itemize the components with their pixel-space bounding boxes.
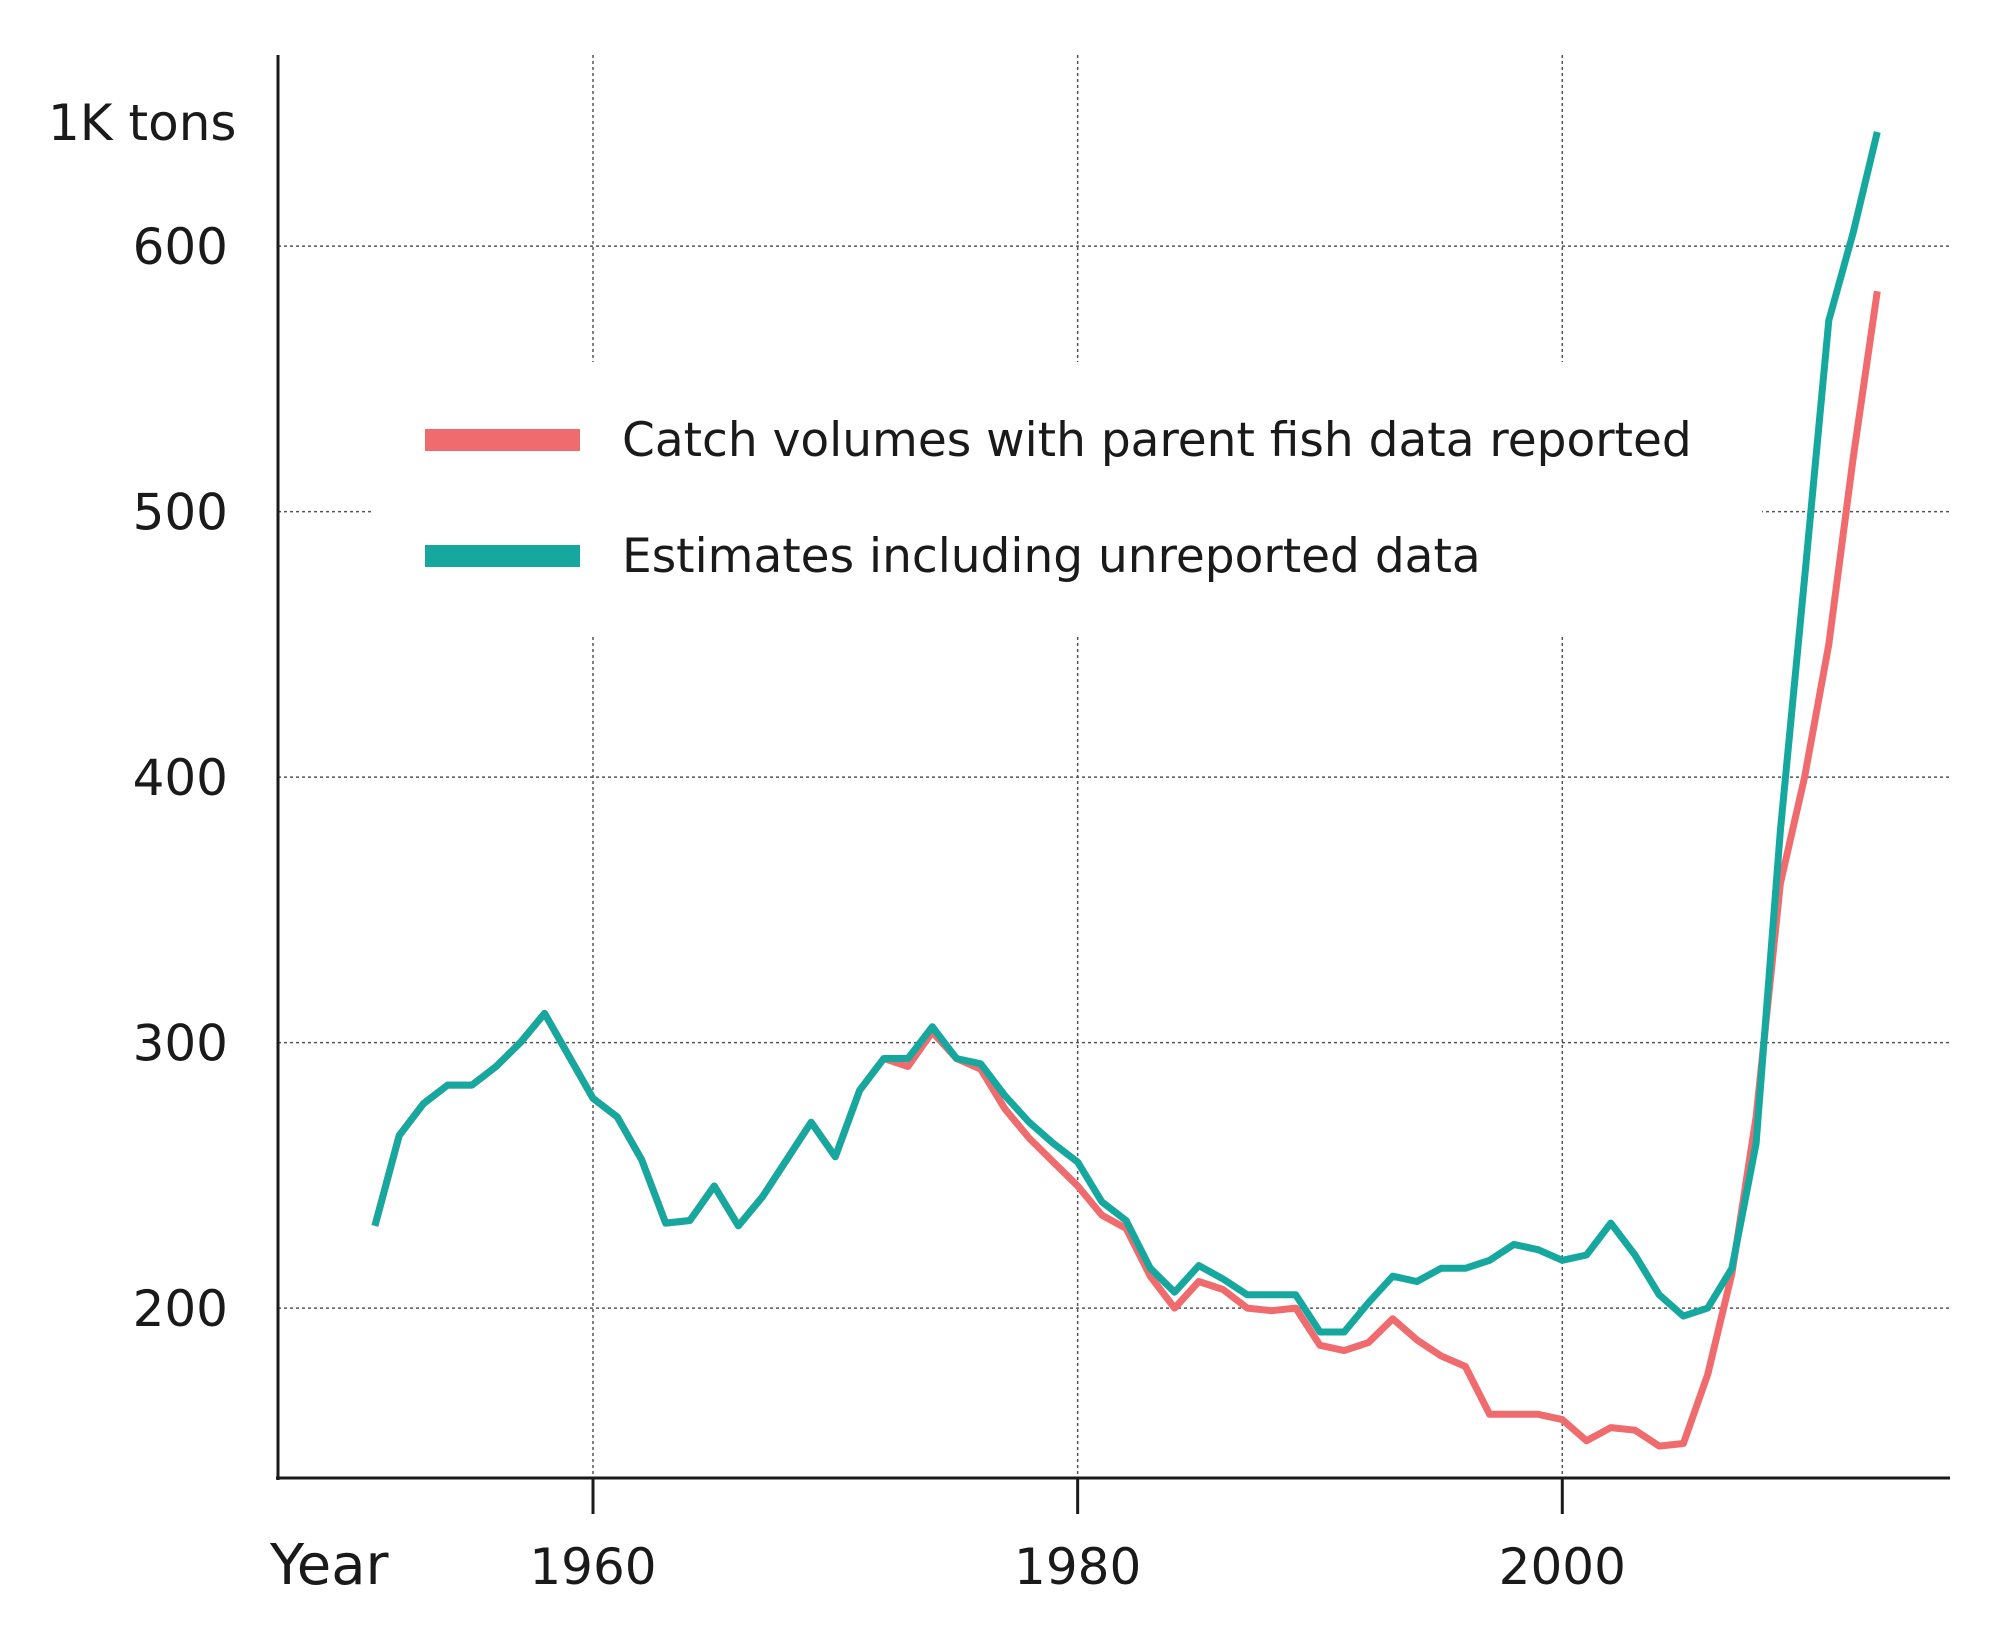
legend-label-reported: Catch volumes with parent fish data repo… (622, 413, 1692, 468)
y-tick-label-500: 500 (133, 484, 228, 542)
x-axis-title: Year (269, 1533, 390, 1598)
x-tick-labels: 1960 1980 2000 (529, 1538, 1626, 1596)
y-tick-label-200: 200 (133, 1280, 228, 1338)
legend: Catch volumes with parent fish data repo… (372, 362, 1762, 634)
y-axis-unit-label: 1K tons (48, 94, 236, 152)
y-tick-label-600: 600 (133, 218, 228, 276)
grid-lines (278, 55, 1950, 1478)
legend-label-estimates: Estimates including unreported data (622, 529, 1481, 584)
series-lines (371, 131, 1881, 1450)
series-line-1 (371, 131, 1881, 1336)
axes (276, 55, 1950, 1514)
legend-background (372, 362, 1762, 634)
x-tick-label-1960: 1960 (529, 1538, 656, 1596)
x-tick-label-1980: 1980 (1014, 1538, 1141, 1596)
x-tick-label-2000: 2000 (1499, 1538, 1626, 1596)
y-tick-label-300: 300 (133, 1015, 228, 1073)
y-tick-labels: 200 300 400 500 600 (133, 218, 228, 1338)
y-tick-label-400: 400 (133, 749, 228, 807)
